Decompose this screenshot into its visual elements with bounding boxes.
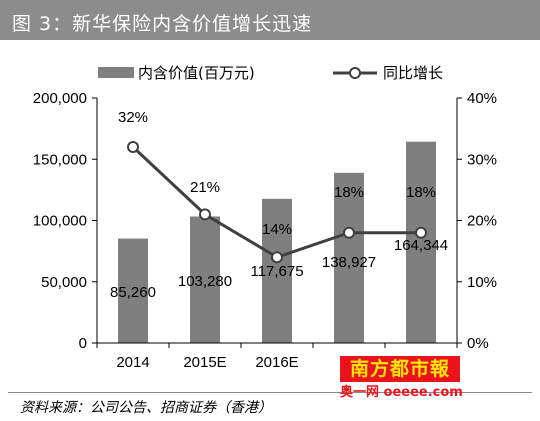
- watermark-site: 奥一网 oeeee.com: [340, 385, 463, 400]
- line-point: [415, 226, 427, 239]
- right-y-axis: 0% 10% 20% 30% 40%: [456, 90, 497, 352]
- bar-data-label: 103,280: [178, 273, 232, 290]
- watermark: 南方都市報 奥一网 oeeee.com: [340, 356, 490, 404]
- x-tick-label: 2015E: [183, 354, 226, 371]
- legend-bar-swatch: [98, 67, 134, 78]
- legend-line-label: 同比增长: [383, 64, 443, 82]
- bar-data-label: 117,675: [250, 263, 303, 280]
- bar: [262, 198, 292, 343]
- line-series: 32% 21% 14% 18% 18%: [118, 109, 436, 264]
- x-tick-label: 2016E: [255, 354, 298, 371]
- line-point: [343, 226, 355, 239]
- bar: [118, 238, 148, 343]
- line-data-label: 18%: [334, 184, 364, 201]
- chart-title: 图 3：新华保险内含价值增长迅速: [12, 13, 313, 35]
- chart: 0 50,000 100,000 150,000 200,000 0% 10% 20% 30%…: [33, 64, 497, 371]
- x-tick-label: 2014: [116, 354, 149, 371]
- line-data-label: 14%: [262, 221, 292, 238]
- bar: [406, 141, 436, 343]
- title-bar: 图 3：新华保险内含价值增长迅速: [0, 0, 540, 40]
- line-point: [127, 141, 139, 153]
- right-tick-label: 30%: [467, 151, 497, 168]
- bar-data-label: 164,344: [394, 237, 448, 254]
- bar-data-label: 85,260: [110, 284, 156, 301]
- line-point: [199, 208, 211, 221]
- left-tick-label: 150,000: [33, 151, 87, 168]
- bar: [190, 216, 220, 343]
- legend-bar-label: 内含价值(百万元): [138, 64, 255, 82]
- line-data-label: 32%: [118, 109, 148, 126]
- watermark-logo: 南方都市報: [340, 356, 460, 382]
- bar: [334, 172, 364, 343]
- right-tick-label: 40%: [467, 90, 497, 107]
- right-tick-label: 0%: [467, 335, 489, 352]
- bar-series: 85,260 103,280 117,675 138,927 164,344: [110, 141, 448, 343]
- legend-line-marker: [349, 67, 361, 79]
- left-tick-label: 0: [79, 335, 87, 352]
- left-y-axis: 0 50,000 100,000 150,000 200,000: [33, 90, 98, 352]
- left-tick-label: 100,000: [33, 213, 87, 230]
- line-data-label: 21%: [190, 179, 220, 196]
- line-data-label: 18%: [406, 184, 436, 201]
- right-tick-label: 20%: [467, 213, 497, 230]
- line-point: [271, 251, 283, 264]
- left-tick-label: 50,000: [41, 274, 87, 291]
- legend: 内含价值(百万元) 同比增长: [98, 64, 443, 82]
- source-note: 资料来源：公司公告、招商证券（香港）: [20, 400, 272, 416]
- right-tick-label: 10%: [467, 274, 497, 291]
- left-tick-label: 200,000: [33, 90, 87, 107]
- source-divider: [8, 392, 532, 393]
- bar-data-label: 138,927: [322, 254, 376, 271]
